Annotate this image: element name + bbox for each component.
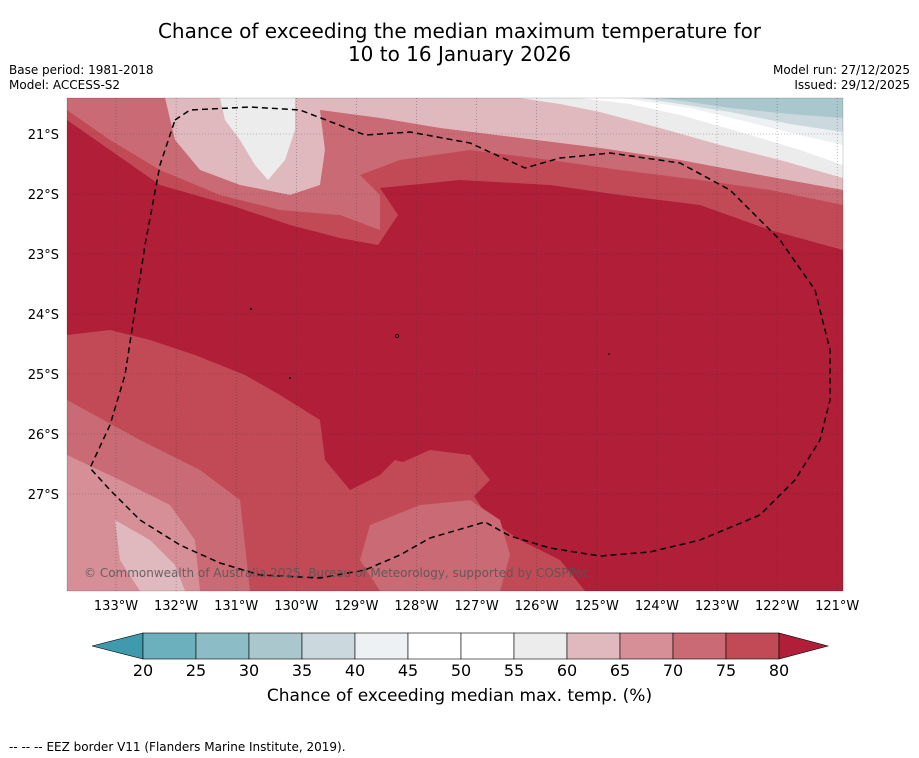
band-80-plus (67, 120, 843, 591)
colorbar-tick-label: 30 (239, 661, 259, 680)
colorbar-swatch (460, 632, 515, 660)
map-gridlines (67, 98, 843, 591)
band-60-65-sw (115, 520, 185, 591)
colorbar-swatch (513, 632, 568, 660)
colorbar-ticks: 20 25 30 35 40 45 50 55 60 65 70 75 80 (133, 661, 789, 680)
colorbar-tick-label: 25 (186, 661, 206, 680)
lon-label: 123°W (695, 599, 739, 614)
lat-label: 27°S (28, 488, 59, 503)
lon-label: 129°W (334, 599, 378, 614)
meta-right: Model run: 27/12/2025 Issued: 29/12/2025 (773, 63, 910, 93)
colorbar-under-arrow (91, 632, 144, 660)
colorbar-tick-label: 75 (716, 661, 736, 680)
band-70-75-south (360, 500, 510, 591)
colorbar-swatch (195, 632, 250, 660)
latitude-labels: 21°S 22°S 23°S 24°S 25°S 26°S 27°S (28, 128, 59, 503)
colorbar-tick-label: 50 (451, 661, 471, 680)
eez-border (89, 106, 831, 579)
lat-label: 26°S (28, 428, 59, 443)
legend-footnote: -- -- -- EEZ border V11 (Flanders Marine… (9, 740, 346, 754)
eez-line-sample: -- -- -- (9, 740, 43, 754)
lat-label: 25°S (28, 368, 59, 383)
colorbar-tick-label: 55 (504, 661, 524, 680)
colorbar-tick-label: 35 (292, 661, 312, 680)
lon-label: 130°W (274, 599, 318, 614)
chart-title-line2: 10 to 16 January 2026 (347, 42, 572, 66)
colorbar-tick-label: 45 (398, 661, 418, 680)
colorbar-swatch (566, 632, 621, 660)
colorbar-swatch (407, 632, 462, 660)
island-marker (608, 353, 610, 355)
colorbar-tick-label: 60 (557, 661, 577, 680)
map-frame (66, 97, 844, 592)
colorbar-swatch (142, 632, 197, 660)
lon-label: 132°W (154, 599, 198, 614)
band-30-35-ne (660, 98, 843, 118)
colorbar-swatch (301, 632, 356, 660)
lon-label: 126°W (515, 599, 559, 614)
colorbar-label: Chance of exceeding median max. temp. (%… (266, 686, 653, 706)
meta-left: Base period: 1981-2018 Model: ACCESS-S2 (9, 63, 154, 93)
colorbar-tick-label: 80 (769, 661, 789, 680)
lon-label: 124°W (635, 599, 679, 614)
lon-label: 122°W (755, 599, 799, 614)
base-period: Base period: 1981-2018 (9, 63, 154, 77)
lon-label: 131°W (214, 599, 258, 614)
model-name: Model: ACCESS-S2 (9, 78, 121, 92)
lat-label: 22°S (28, 188, 59, 203)
contour-field (67, 98, 843, 591)
lat-label: 23°S (28, 248, 59, 263)
colorbar-tick-label: 65 (610, 661, 630, 680)
eez-legend-text: EEZ border V11 (Flanders Marine Institut… (46, 740, 346, 754)
colorbar (91, 632, 830, 660)
lon-label: 128°W (394, 599, 438, 614)
lon-label: 133°W (94, 599, 138, 614)
band-55-60-nw (220, 98, 295, 180)
colorbar-swatch (248, 632, 303, 660)
island-marker (250, 308, 252, 310)
model-run: Model run: 27/12/2025 (772, 63, 910, 77)
colorbar-swatch (354, 632, 409, 660)
colorbar-tick-label: 20 (133, 661, 153, 680)
colorbar-tick-label: 40 (345, 661, 365, 680)
lat-label: 24°S (28, 308, 59, 323)
colorbar-swatch (619, 632, 674, 660)
issued-date: Issued: 29/12/2025 (794, 78, 910, 92)
island-marker (394, 333, 399, 338)
longitude-labels: 133°W 132°W 131°W 130°W 129°W 128°W 127°W 126°W… (94, 599, 860, 614)
colorbar-over-arrow (778, 632, 830, 660)
copyright-text: © Commonwealth of Australia 2025, Bureau… (84, 566, 589, 580)
band-75-80-south2 (380, 450, 490, 520)
lon-label: 121°W (815, 599, 859, 614)
colorbar-tick-label: 70 (663, 661, 683, 680)
chart-title-line1: Chance of exceeding the median maximum t… (157, 19, 762, 43)
island-marker (289, 377, 291, 379)
lon-label: 125°W (575, 599, 619, 614)
lat-label: 21°S (28, 128, 59, 143)
colorbar-swatch (725, 632, 780, 660)
colorbar-swatch (672, 632, 727, 660)
lon-label: 127°W (455, 599, 499, 614)
